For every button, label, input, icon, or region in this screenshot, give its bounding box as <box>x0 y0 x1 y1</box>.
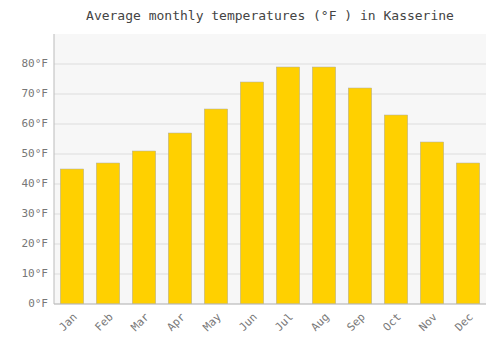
bar <box>204 109 227 304</box>
grid-line <box>54 304 486 305</box>
grid-line <box>54 94 486 95</box>
title: Average monthly temperatures (°F ) in Ka… <box>86 8 454 23</box>
bar <box>168 133 191 304</box>
grid-line <box>54 124 486 125</box>
bar <box>240 82 263 304</box>
y-tick-label: 70°F <box>22 87 49 100</box>
bars <box>60 67 479 304</box>
y-axis-line <box>54 34 55 304</box>
x-tick-label: Oct <box>381 311 404 334</box>
x-tick-label: Sep <box>345 311 368 334</box>
bar <box>420 142 443 304</box>
bar <box>132 151 155 304</box>
x-tick-label: Jan <box>57 311 80 334</box>
y-tick-label: 80°F <box>22 57 49 70</box>
y-tick-label: 20°F <box>22 237 49 250</box>
bar <box>276 67 299 304</box>
y-tick-label: 0°F <box>28 297 48 310</box>
y-tick-label: 60°F <box>22 117 49 130</box>
x-tick-label: Aug <box>309 311 332 334</box>
x-tick-label: May <box>201 310 225 334</box>
x-axis-line <box>54 304 486 305</box>
y-tick-label: 50°F <box>22 147 49 160</box>
y-tick-label: 10°F <box>22 267 49 280</box>
bar <box>348 88 371 304</box>
bar <box>60 169 83 304</box>
x-tick-label: Dec <box>453 311 476 334</box>
bar <box>456 163 479 304</box>
x-tick-label: Feb <box>93 311 116 334</box>
bar <box>96 163 119 304</box>
grid-line <box>54 64 486 65</box>
x-tick-label: Nov <box>417 310 441 334</box>
plot-background <box>54 34 486 304</box>
chart: 0°F 10°F 20°F 30°F 40°F 50°F 60°F 70°F 80°F Jan Fe… <box>0 0 500 350</box>
y-grid <box>54 64 486 304</box>
x-tick-label: Jul <box>273 311 296 334</box>
bar <box>312 67 335 304</box>
bar <box>384 115 407 304</box>
x-tick-label: Jun <box>237 311 260 334</box>
x-tick-label: Mar <box>129 310 153 334</box>
y-tick-label: 40°F <box>22 177 49 190</box>
x-tick-label: Apr <box>165 310 189 334</box>
y-tick-label: 30°F <box>22 207 49 220</box>
chart-container: 0°F 10°F 20°F 30°F 40°F 50°F 60°F 70°F 80°F Jan Fe… <box>0 0 500 350</box>
